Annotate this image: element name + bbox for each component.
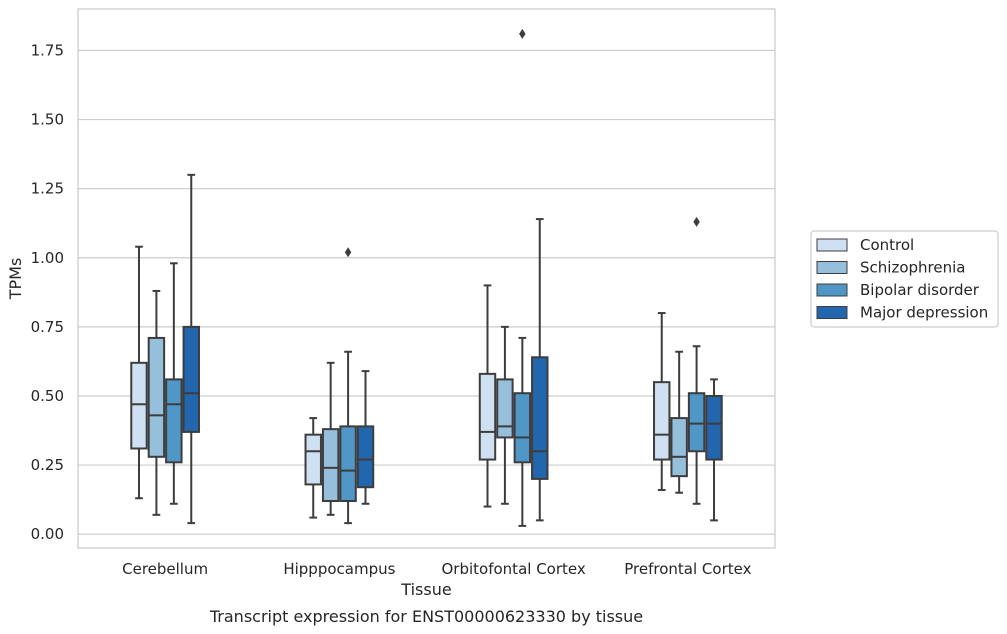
box-body — [513, 392, 532, 464]
legend-label: Major depression — [860, 304, 988, 322]
y-tick-labels: 0.00 0.25 0.50 0.75 1.00 1.25 1.50 1.75 — [31, 41, 64, 543]
outlier-point — [693, 216, 700, 227]
box-body — [356, 425, 375, 489]
box-control — [304, 417, 322, 519]
box-body — [165, 378, 183, 464]
box-control — [130, 245, 148, 500]
outlier-point — [344, 247, 352, 258]
chart-caption: Transcript expression for ENST0000062333… — [209, 607, 643, 626]
legend-label: Schizophrenia — [860, 259, 965, 277]
box-body — [705, 394, 723, 461]
box-schizophrenia — [147, 289, 166, 516]
box-body — [304, 433, 322, 486]
box-major-depression — [356, 370, 375, 505]
y-tick-label: 1.25 — [31, 180, 64, 198]
box-body — [478, 372, 497, 461]
x-tick-label: Orbitofontal Cortex — [442, 560, 586, 578]
legend-swatch — [816, 261, 848, 274]
legend-swatch — [816, 283, 848, 297]
box-bipolar-disorder — [687, 216, 706, 505]
y-tick-label: 1.00 — [31, 249, 64, 267]
box-major-depression — [182, 173, 200, 525]
box-body — [653, 381, 671, 461]
box-body — [687, 392, 706, 453]
x-tick-label: Hipppocampus — [283, 560, 395, 578]
y-tick-label: 1.50 — [31, 111, 64, 129]
y-tick-label: 1.75 — [31, 41, 64, 59]
box-major-depression — [531, 218, 549, 522]
box-body — [496, 378, 514, 439]
y-tick-label: 0.50 — [31, 387, 64, 405]
box-body — [130, 361, 148, 450]
box-bipolar-disorder — [339, 247, 357, 525]
x-tick-labels: Cerebellum Hipppocampus Orbitofontal Corte… — [122, 560, 751, 578]
box-body — [182, 325, 200, 433]
y-tick-label: 0.75 — [31, 318, 64, 336]
legend-label: Bipolar disorder — [860, 281, 980, 299]
box-body — [670, 417, 688, 478]
box-schizophrenia — [321, 361, 340, 516]
x-tick-label: Prefrontal Cortex — [624, 560, 751, 578]
legend: Control Schizophrenia Bipolar disorder Majo… — [810, 230, 999, 328]
box-body — [531, 356, 549, 480]
x-tick-label: Cerebellum — [122, 560, 208, 578]
x-axis-label: Tissue — [400, 580, 451, 599]
legend-label: Control — [860, 236, 914, 254]
box-control — [653, 312, 671, 491]
y-axis-label: TPMs — [6, 258, 25, 301]
box-body — [321, 428, 340, 503]
box-schizophrenia — [496, 325, 514, 505]
legend-swatch — [816, 306, 848, 319]
box-schizophrenia — [670, 350, 688, 494]
grid-lines — [78, 49, 775, 535]
legend-swatch — [816, 238, 848, 252]
box-body — [147, 336, 166, 458]
box-groups — [130, 28, 723, 527]
y-tick-label: 0.25 — [31, 456, 64, 474]
box-bipolar-disorder — [513, 28, 532, 527]
outlier-point — [519, 28, 526, 39]
plot-frame — [77, 8, 776, 549]
box-control — [478, 284, 497, 508]
box-body — [339, 425, 357, 503]
legend-frame — [810, 230, 999, 328]
box-major-depression — [705, 378, 723, 522]
box-bipolar-disorder — [165, 262, 183, 505]
y-tick-label: 0.00 — [31, 525, 64, 543]
